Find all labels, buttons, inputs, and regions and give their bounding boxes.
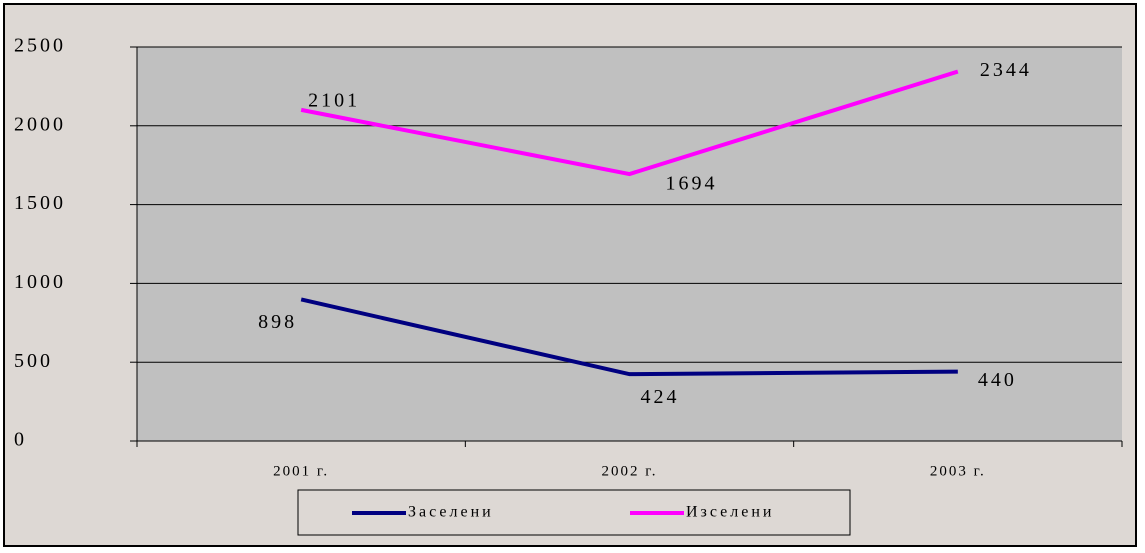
data-label: 2344 xyxy=(980,59,1032,81)
legend-label: Изселени xyxy=(686,504,774,521)
legend-label: Заселени xyxy=(408,504,494,521)
x-tick-label: 2001 г. xyxy=(273,463,329,479)
y-tick-label: 2500 xyxy=(14,35,66,57)
y-tick-label: 2000 xyxy=(14,113,66,135)
series-line xyxy=(300,297,958,377)
y-tick-label: 1500 xyxy=(14,192,66,214)
data-label: 2101 xyxy=(308,89,360,111)
series-line xyxy=(300,69,959,177)
y-tick-label: 500 xyxy=(14,350,53,372)
data-label: 440 xyxy=(978,369,1017,391)
y-tick-label: 1000 xyxy=(14,271,66,293)
x-tick-label: 2002 г. xyxy=(602,463,658,479)
data-label: 424 xyxy=(641,386,680,408)
data-label: 898 xyxy=(258,311,297,333)
data-label: 1694 xyxy=(666,173,718,195)
y-tick-label: 0 xyxy=(14,429,27,451)
plot-area xyxy=(137,47,1122,441)
x-tick-label: 2003 г. xyxy=(930,463,986,479)
